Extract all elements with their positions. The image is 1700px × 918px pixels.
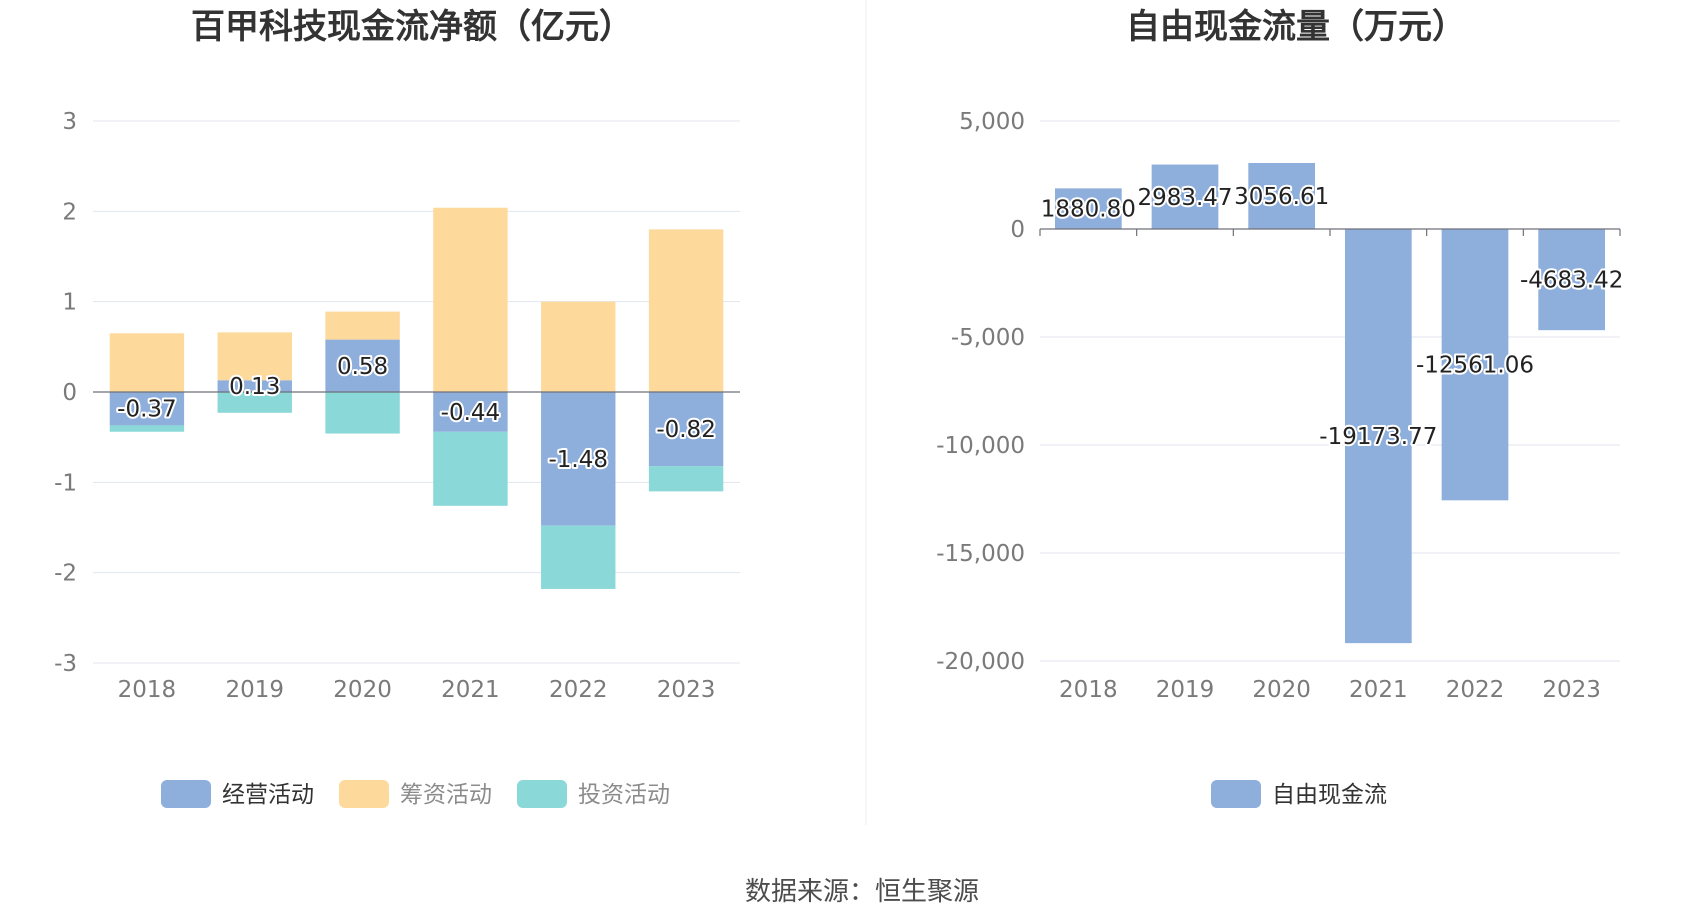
- bar-free-cash-flow: [1054, 188, 1122, 229]
- y-tick-label: -10,000: [936, 433, 1025, 459]
- bar-operating: [648, 392, 724, 467]
- y-tick-label: 2: [62, 199, 77, 225]
- x-tick-label: 2020: [1252, 677, 1311, 703]
- data-label: -1.48: [548, 447, 608, 473]
- bar-financing: [648, 229, 724, 392]
- bar-free-cash-flow: [1151, 164, 1219, 229]
- bar-financing: [217, 332, 292, 381]
- bar-financing: [541, 301, 616, 392]
- y-tick-label: -5,000: [951, 325, 1025, 351]
- y-tick-label: -15,000: [936, 541, 1025, 567]
- bar-investing: [217, 392, 292, 413]
- bar-operating: [217, 380, 292, 392]
- data-label: -4683.42: [1520, 268, 1623, 294]
- bar-free-cash-flow: [1441, 229, 1509, 501]
- legend-swatch-investing: [517, 780, 567, 808]
- bar-investing: [109, 425, 185, 432]
- x-tick-label: 2022: [1446, 677, 1505, 703]
- y-tick-label: -3: [54, 651, 77, 677]
- data-label: 3056.61: [1234, 184, 1329, 210]
- bar-free-cash-flow: [1344, 229, 1412, 644]
- y-tick-label: 1: [62, 290, 77, 316]
- chart-title: 自由现金流量（万元）: [1126, 7, 1466, 47]
- bar-financing: [433, 207, 508, 392]
- legend-swatch-financing: [339, 780, 389, 808]
- data-label: -0.82: [656, 417, 716, 443]
- free-cash-flow-chart: 自由现金流量（万元） 5,000 0 -5,000 -10,000 -15,000 -20,…: [936, 7, 1625, 808]
- source-note: 数据来源：恒生聚源: [745, 877, 979, 907]
- bar-operating: [433, 392, 508, 432]
- data-label: 2983.47: [1137, 185, 1232, 211]
- bar-financing: [325, 311, 400, 340]
- data-label: 1880.80: [1041, 197, 1136, 223]
- x-tick-label: 2018: [1059, 677, 1118, 703]
- x-tick-label: 2018: [118, 677, 177, 703]
- y-tick-label: -2: [54, 561, 77, 587]
- legend-label: 经营活动: [222, 782, 314, 808]
- data-label: -19173.77: [1319, 424, 1437, 450]
- bar-investing: [325, 392, 400, 434]
- bar-free-cash-flow: [1248, 162, 1316, 229]
- data-label: -12561.06: [1416, 353, 1534, 379]
- x-tick-label: 2021: [1349, 677, 1408, 703]
- bar-operating: [541, 392, 616, 526]
- y-tick-label: 0: [1010, 217, 1025, 243]
- chart-title: 百甲科技现金流净额（亿元）: [191, 7, 633, 47]
- x-tick-label: 2019: [225, 677, 284, 703]
- bar-investing: [433, 431, 508, 506]
- y-tick-label: -1: [54, 470, 77, 496]
- bar-financing: [109, 333, 185, 392]
- y-tick-label: 5,000: [959, 109, 1025, 135]
- legend-swatch-operating: [161, 780, 211, 808]
- data-label: 0.13: [229, 374, 280, 400]
- bar-investing: [541, 525, 616, 589]
- bar-free-cash-flow: [1538, 229, 1606, 331]
- legend-label: 筹资活动: [400, 782, 492, 808]
- legend-swatch-free_cash_flow: [1211, 780, 1261, 808]
- bar-operating: [325, 339, 400, 392]
- data-label: -0.44: [441, 400, 501, 426]
- legend-label: 投资活动: [578, 782, 670, 808]
- bar-investing: [648, 466, 724, 492]
- bar-operating: [109, 392, 185, 426]
- legend-label: 自由现金流: [1272, 782, 1387, 808]
- y-tick-label: -20,000: [936, 649, 1025, 675]
- x-tick-label: 2021: [441, 677, 500, 703]
- x-tick-label: 2019: [1156, 677, 1215, 703]
- data-label: -0.37: [117, 397, 177, 423]
- x-tick-label: 2022: [549, 677, 608, 703]
- y-tick-label: 3: [62, 109, 77, 135]
- y-tick-label: 0: [62, 380, 77, 406]
- cash-flow-net-chart: 百甲科技现金流净额（亿元） 3 2 1 0 -1 -2 -3 -0.37 0.13 0.58 -0.4…: [54, 7, 740, 808]
- x-tick-label: 2023: [1542, 677, 1601, 703]
- x-tick-label: 2023: [657, 677, 716, 703]
- x-tick-label: 2020: [333, 677, 392, 703]
- data-label: 0.58: [337, 354, 388, 380]
